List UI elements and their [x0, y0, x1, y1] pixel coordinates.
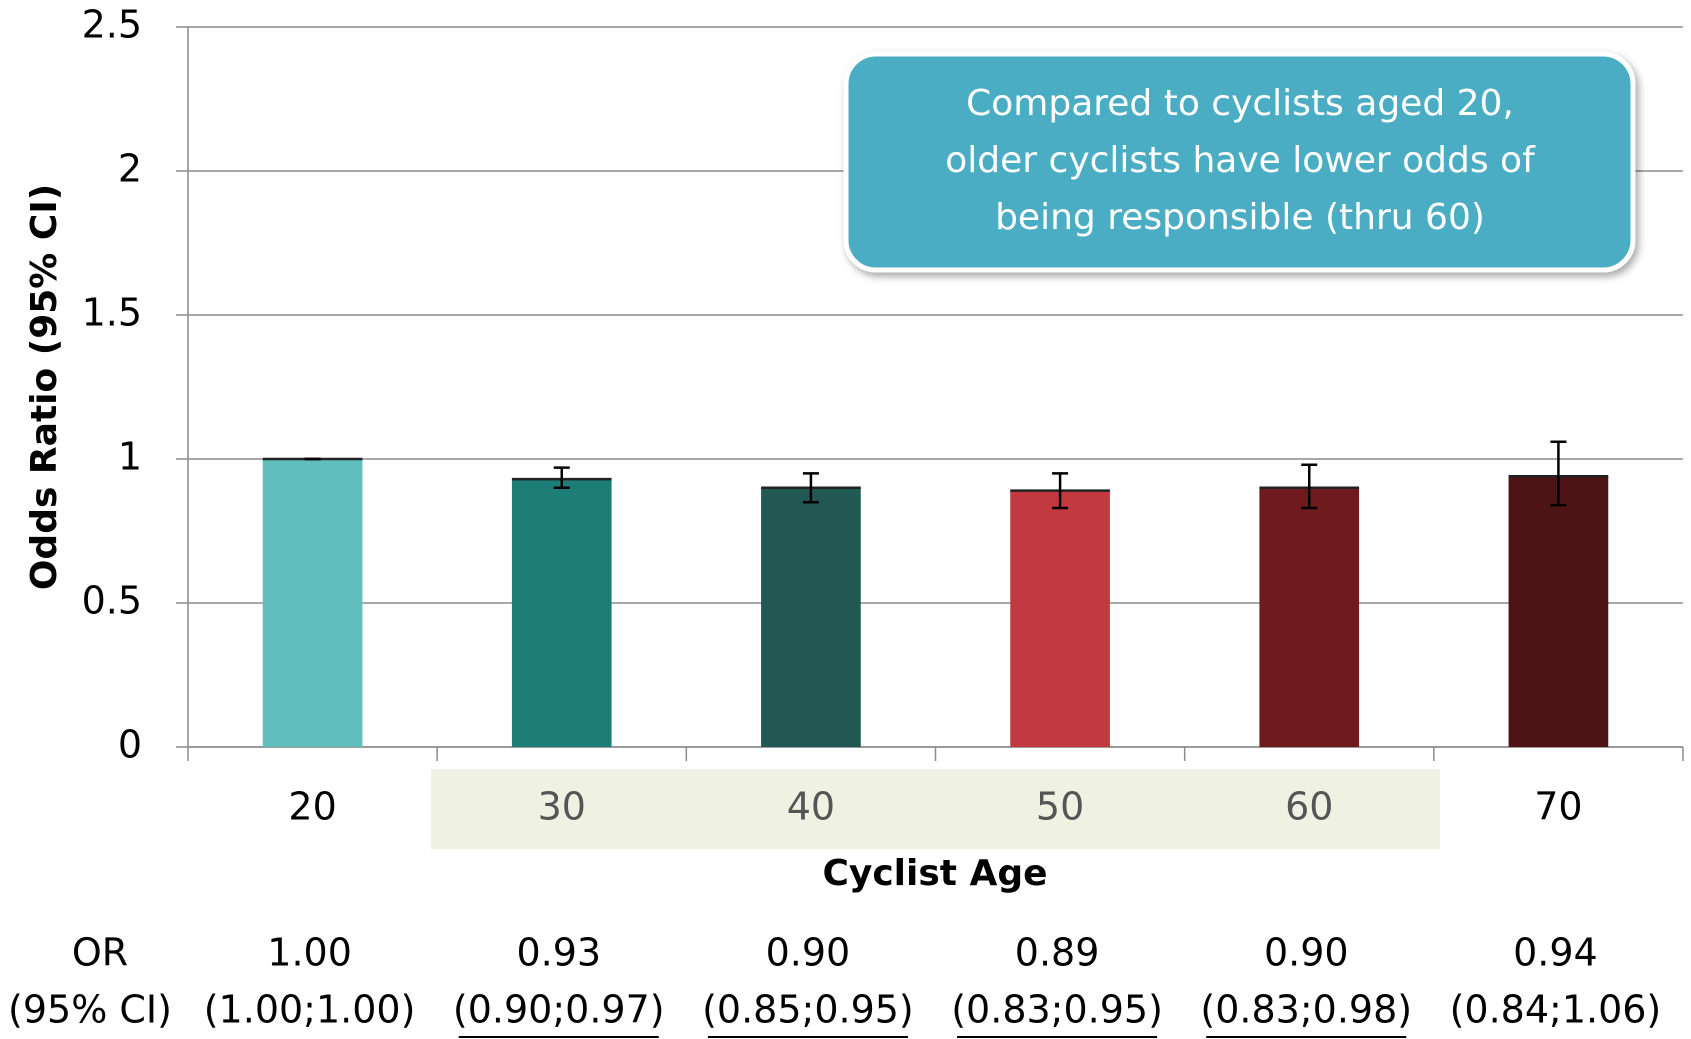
x-tick-label: 30 — [538, 785, 586, 829]
value-label: 0.90 — [1264, 931, 1349, 975]
highlight-band — [431, 769, 1440, 849]
ci-label: (0.84;1.06) — [1450, 988, 1662, 1032]
ci-label: (0.83;0.98) — [1200, 988, 1412, 1032]
y-tick-label: 0 — [118, 723, 142, 767]
y-tick-label: 1.5 — [82, 291, 142, 335]
annotation: Compared to cyclists aged 20, older cycli… — [945, 83, 1536, 238]
ci-label: (0.90;0.97) — [453, 988, 665, 1032]
bar — [1259, 487, 1360, 747]
value-label: 0.89 — [1015, 931, 1100, 975]
x-tick-label: 40 — [787, 785, 835, 829]
y-tick-label: 2.5 — [82, 3, 142, 47]
table-row-label: (95% CI) — [8, 988, 172, 1032]
value-label: 1.00 — [267, 931, 352, 975]
y-tick-label: 2 — [118, 147, 142, 191]
bar — [761, 487, 861, 747]
x-tick-label: 50 — [1036, 785, 1084, 829]
y-tick-label: 1 — [118, 435, 142, 479]
x-axis-label: Cyclist Age — [822, 853, 1047, 894]
bar — [511, 479, 612, 747]
y-axis-label: Odds Ratio (95% CI) — [24, 184, 65, 590]
ci-label: (0.83;0.95) — [951, 988, 1163, 1032]
bar — [1508, 476, 1609, 747]
annotation-bg — [843, 51, 1636, 273]
x-tick-label: 70 — [1534, 785, 1582, 829]
x-tick-label: 20 — [288, 785, 336, 829]
value-label: 0.94 — [1513, 931, 1598, 975]
bar — [1010, 490, 1110, 747]
value-label: 0.93 — [516, 931, 601, 975]
ci-label: (1.00;1.00) — [204, 988, 416, 1032]
y-tick-label: 0.5 — [82, 579, 142, 623]
x-tick-label: 60 — [1285, 785, 1333, 829]
annotation-box: Compared to cyclists aged 20, older cycli… — [843, 51, 1636, 273]
ci-label: (0.85;0.95) — [702, 988, 914, 1032]
table-row-label: OR — [72, 931, 128, 975]
value-label: 0.90 — [766, 931, 851, 975]
bar — [262, 459, 363, 747]
